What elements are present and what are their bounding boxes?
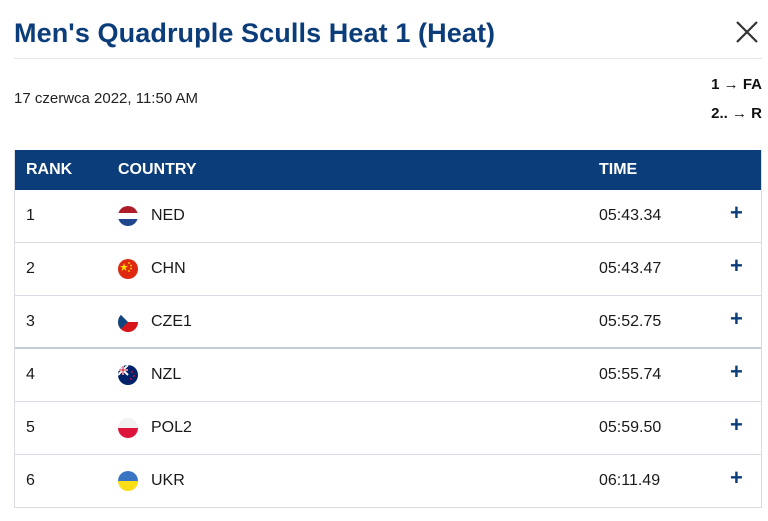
country-cell: NED (151, 207, 185, 224)
rank-cell: 3 (26, 313, 35, 330)
page-title: Men's Quadruple Sculls Heat 1 (Heat) (14, 18, 496, 48)
expand-plus-icon[interactable]: + (730, 253, 743, 278)
time-cell: 05:59.50 (599, 419, 662, 436)
ukraine-flag-icon (118, 471, 138, 491)
rank-cell: 6 (26, 472, 35, 489)
time-cell: 05:55.74 (599, 366, 662, 383)
progression-rules: 1 → FA 2.. → R (711, 74, 762, 132)
country-cell: NZL (151, 366, 182, 383)
column-header-country: COUNTRY (118, 161, 197, 178)
country-cell: UKR (151, 472, 185, 489)
expand-plus-icon[interactable]: + (730, 412, 743, 437)
time-cell: 05:52.75 (599, 313, 662, 330)
expand-plus-icon[interactable]: + (730, 465, 743, 490)
poland-flag-icon (118, 418, 138, 438)
rank-cell: 4 (26, 366, 35, 383)
progression-rule: 2.. → R (711, 105, 762, 122)
race-datetime: 17 czerwca 2022, 11:50 AM (14, 90, 198, 107)
rank-cell: 5 (26, 419, 35, 436)
close-button[interactable] (732, 17, 762, 47)
close-icon (736, 21, 758, 43)
column-header-rank: RANK (26, 161, 73, 178)
country-cell: CHN (151, 260, 186, 277)
modal-header: Men's Quadruple Sculls Heat 1 (Heat) (14, 14, 762, 59)
rank-cell: 1 (26, 207, 35, 224)
expand-plus-icon[interactable]: + (730, 359, 743, 384)
country-cell: POL2 (151, 419, 192, 436)
time-cell: 06:11.49 (599, 472, 661, 489)
progression-rule: 1 → FA (711, 76, 762, 93)
table-row[interactable]: 3 CZE1 05:52.75 + (15, 296, 761, 349)
time-cell: 05:43.47 (599, 260, 662, 277)
time-cell: 05:43.34 (599, 207, 662, 224)
table-header: RANK COUNTRY TIME (15, 150, 761, 190)
table-row[interactable]: 1 NED 05:43.34 + (15, 190, 761, 243)
netherlands-flag-icon (118, 206, 138, 226)
table-row[interactable]: 6 UKR 06:11.49 + (15, 455, 761, 508)
new-zealand-flag-icon (118, 365, 138, 385)
country-cell: CZE1 (151, 313, 192, 330)
rank-cell: 2 (26, 260, 35, 277)
czech-flag-icon (118, 312, 138, 332)
china-flag-icon (118, 259, 138, 279)
table-row[interactable]: 2 CHN 05:43.47 + (15, 243, 761, 296)
results-table: RANK COUNTRY TIME 1 NED 05:43.34 + 2 CHN… (14, 150, 762, 508)
expand-plus-icon[interactable]: + (730, 306, 743, 331)
column-header-time: TIME (599, 161, 638, 178)
expand-plus-icon[interactable]: + (730, 200, 743, 225)
table-row[interactable]: 5 POL2 05:59.50 + (15, 402, 761, 455)
table-row[interactable]: 4 NZL 05:55.74 + (15, 349, 761, 402)
